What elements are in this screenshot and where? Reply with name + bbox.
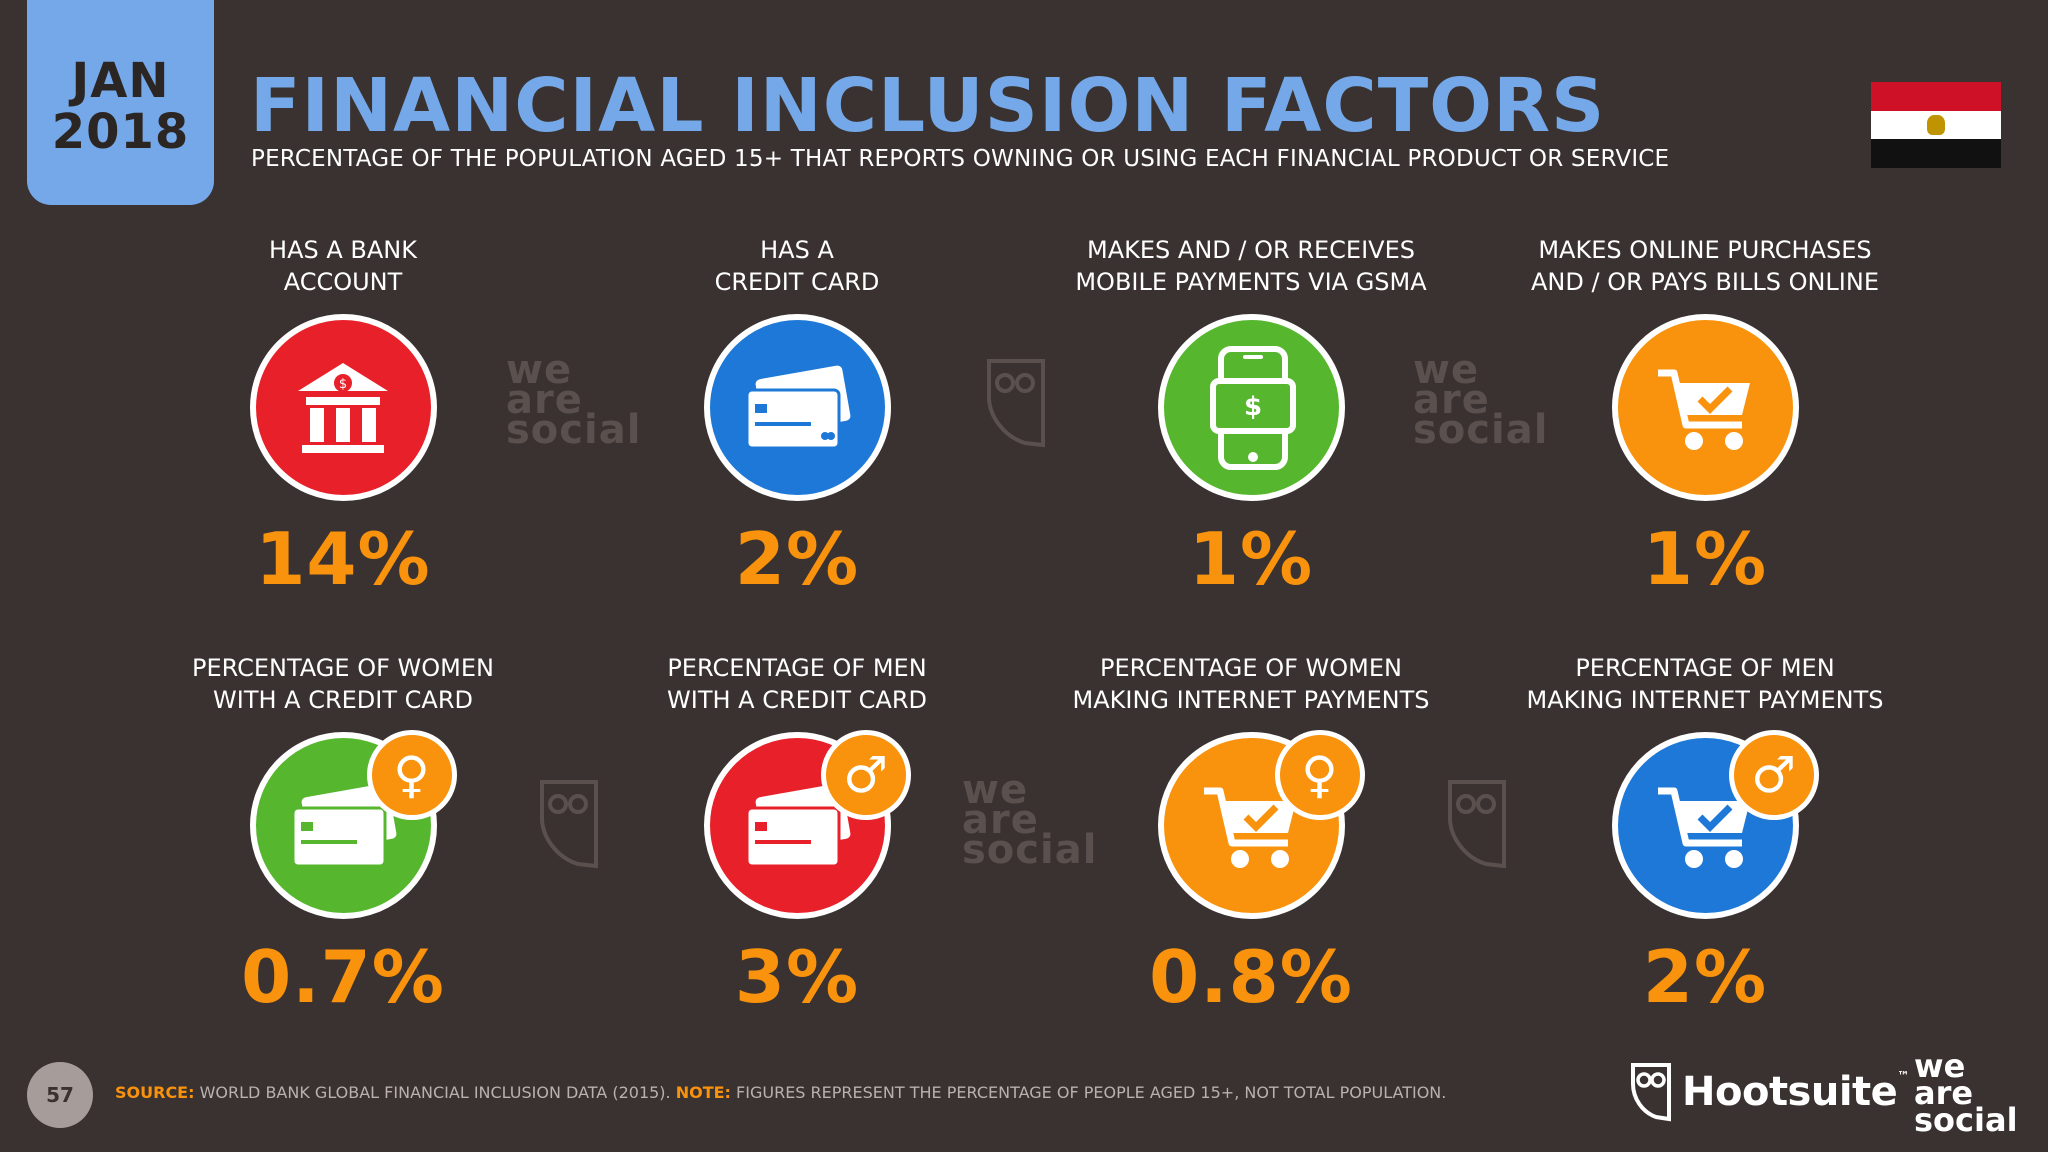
owl-watermark-icon	[540, 780, 598, 869]
metric-value: 14%	[255, 517, 431, 601]
metric-label: HAS A CREDIT CARD	[714, 236, 880, 296]
metric-online-purchases: MAKES ONLINE PURCHASES AND / OR PAYS BILL…	[1505, 234, 1905, 599]
male-icon: ♂	[820, 730, 911, 820]
metric-value: 2%	[734, 517, 860, 601]
svg-text:$: $	[1244, 392, 1262, 422]
egypt-flag-icon	[1871, 82, 2001, 168]
owl-watermark-icon	[987, 359, 1045, 448]
female-icon: ♀	[366, 730, 457, 820]
we-are-social-watermark: we are social	[962, 767, 1098, 873]
source-note: SOURCE: WORLD BANK GLOBAL FINANCIAL INCL…	[115, 1083, 1447, 1102]
metric-label: PERCENTAGE OF MEN MAKING INTERNET PAYMENT…	[1526, 654, 1884, 714]
credit-card-icon	[703, 314, 891, 501]
we-are-social-watermark: we are social	[1413, 347, 1549, 453]
male-icon: ♂	[1728, 730, 1819, 820]
date-year: 2018	[51, 103, 190, 160]
metric-label: PERCENTAGE OF MEN WITH A CREDIT CARD	[667, 654, 927, 714]
metric-value: 3%	[734, 935, 860, 1019]
mobile-payment-icon: $	[1157, 314, 1345, 501]
metric-mobile-payments: MAKES AND / OR RECEIVES MOBILE PAYMENTS V…	[1051, 234, 1451, 599]
metric-men-credit-card: PERCENTAGE OF MEN WITH A CREDIT CARD ♂ 3%	[597, 652, 997, 1017]
metric-credit-card: HAS A CREDIT CARD 2%	[597, 234, 997, 599]
we-are-social-watermark: we are social	[506, 347, 642, 453]
bank-icon: $	[249, 314, 437, 501]
page-subtitle: PERCENTAGE OF THE POPULATION AGED 15+ TH…	[251, 146, 1670, 172]
svg-text:$: $	[339, 377, 347, 392]
metric-label: MAKES AND / OR RECEIVES MOBILE PAYMENTS V…	[1075, 236, 1427, 296]
cart-male-icon: ♂	[1611, 730, 1819, 919]
metric-value: 1%	[1188, 517, 1314, 601]
metric-value: 0.7%	[241, 935, 445, 1019]
credit-card-male-icon: ♂	[703, 730, 911, 919]
page-number: 57	[27, 1062, 93, 1128]
hootsuite-owl-icon	[1631, 1063, 1671, 1122]
owl-watermark-icon	[1448, 780, 1506, 869]
page-title: FINANCIAL INCLUSION FACTORS	[250, 63, 1606, 149]
we-are-social-logo: we are social	[1914, 1047, 2018, 1139]
metric-bank-account: HAS A BANK ACCOUNT $ 14%	[143, 234, 543, 599]
metric-value: 2%	[1642, 935, 1768, 1019]
metric-label: MAKES ONLINE PURCHASES AND / OR PAYS BILL…	[1531, 236, 1879, 296]
metric-men-internet-payments: PERCENTAGE OF MEN MAKING INTERNET PAYMENT…	[1505, 652, 1905, 1017]
metric-value: 0.8%	[1149, 935, 1353, 1019]
hootsuite-logo: Hootsuite™	[1630, 1062, 1909, 1122]
cart-female-icon: ♀	[1157, 730, 1365, 919]
female-icon: ♀	[1274, 730, 1365, 820]
metric-women-internet-payments: PERCENTAGE OF WOMEN MAKING INTERNET PAYME…	[1051, 652, 1451, 1017]
metric-label: HAS A BANK ACCOUNT	[269, 236, 417, 296]
shopping-cart-icon	[1611, 314, 1799, 501]
metric-women-credit-card: PERCENTAGE OF WOMEN WITH A CREDIT CARD ♀ …	[143, 652, 543, 1017]
date-month: JAN	[71, 52, 170, 109]
metric-value: 1%	[1642, 517, 1768, 601]
metric-label: PERCENTAGE OF WOMEN WITH A CREDIT CARD	[192, 654, 494, 714]
date-badge: JAN 2018	[27, 0, 214, 205]
metric-label: PERCENTAGE OF WOMEN MAKING INTERNET PAYME…	[1072, 654, 1430, 714]
credit-card-female-icon: ♀	[249, 730, 457, 919]
